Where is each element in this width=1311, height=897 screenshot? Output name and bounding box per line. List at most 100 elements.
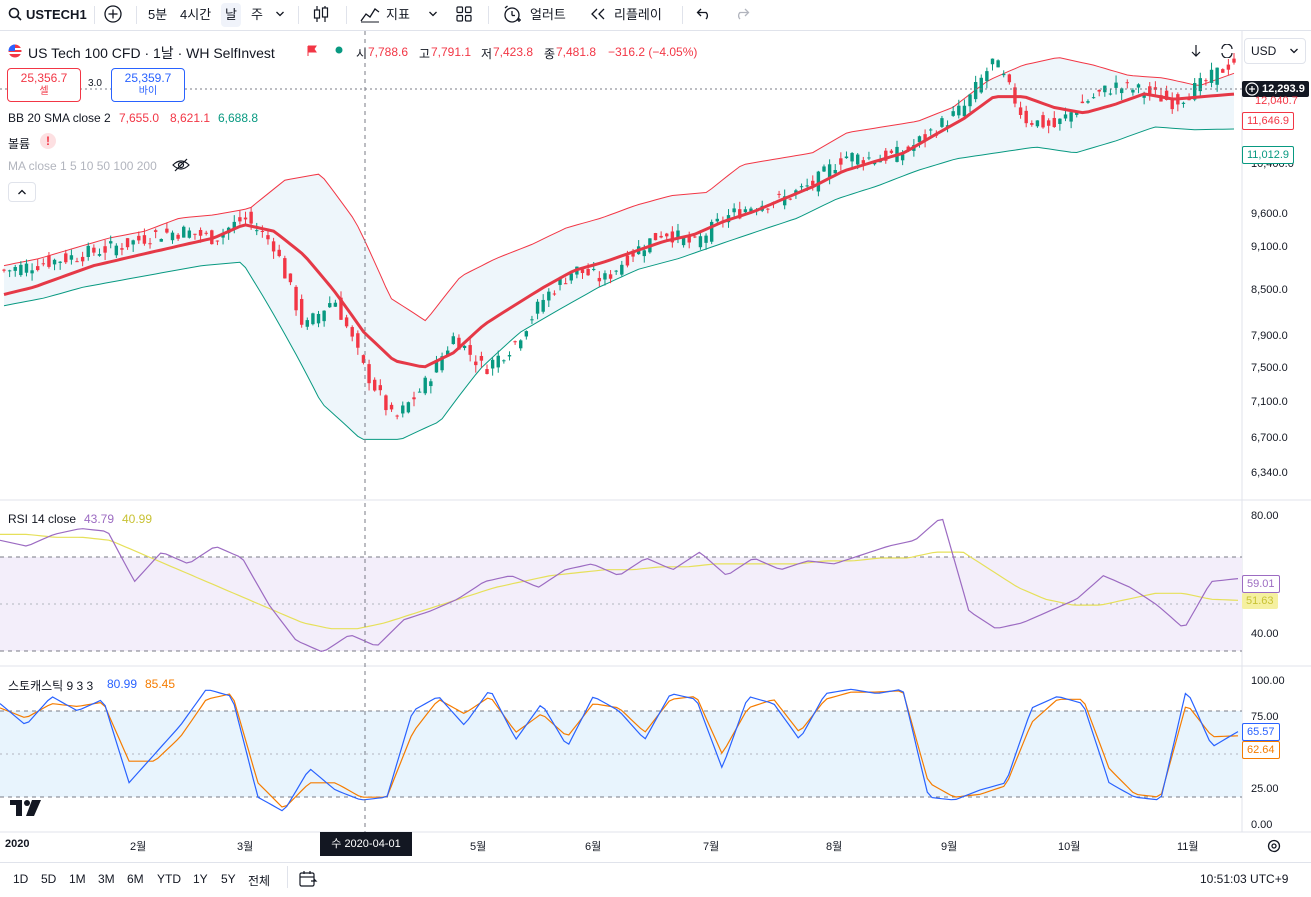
settings-gear-icon[interactable]	[1266, 838, 1282, 859]
undo-icon[interactable]	[696, 0, 712, 30]
price-tick-label: 7,500.0	[1251, 361, 1288, 374]
interval-1d[interactable]: 날	[221, 3, 241, 27]
candle-body	[1131, 89, 1135, 93]
ohlc-close: 7,481.8	[556, 45, 597, 59]
interval-1w[interactable]: 주	[251, 7, 263, 22]
layouts-grid-icon[interactable]	[455, 0, 473, 30]
search-icon[interactable]	[8, 0, 22, 30]
stoch-d-line	[0, 690, 1239, 808]
range-1d[interactable]: 1D	[13, 872, 29, 886]
bb-legend-label[interactable]: BB 20 SMA close 2	[8, 111, 111, 125]
currency-value: USD	[1251, 44, 1277, 58]
plus-circle-icon	[104, 5, 122, 23]
flag-icon[interactable]	[306, 45, 318, 60]
candle-body	[1063, 114, 1068, 119]
candle-body	[260, 230, 265, 232]
divider	[136, 6, 137, 24]
alert-button[interactable]: 얼러트	[530, 7, 566, 22]
price-tick-label: 6,340.0	[1251, 466, 1288, 479]
candle-body	[816, 171, 821, 192]
time-tick-label: 2020	[5, 838, 30, 850]
candle-body	[1058, 118, 1062, 124]
currency-select[interactable]: USD	[1244, 38, 1306, 64]
last-price-label: 12,293.9	[1242, 81, 1309, 97]
candle-body	[827, 164, 832, 178]
collapse-legend-button[interactable]	[8, 182, 36, 202]
candle-body	[1002, 73, 1006, 76]
symbol-search-button[interactable]: USTECH1	[26, 7, 87, 22]
candle-body	[709, 221, 714, 242]
chart-area[interactable]	[0, 31, 1311, 862]
range-1m[interactable]: 1M	[69, 872, 86, 886]
interval-5m[interactable]: 5분	[148, 7, 168, 22]
candle-body	[1069, 112, 1073, 122]
stoch-d-price-label: 62.64	[1242, 741, 1280, 759]
candle-body	[889, 150, 894, 153]
candle-body	[198, 229, 203, 236]
range-5y[interactable]: 5Y	[221, 872, 236, 886]
rsi-tick-label: 80.00	[1251, 509, 1279, 522]
calendar-range-icon[interactable]	[298, 869, 318, 894]
rsi-legend-label[interactable]: RSI 14 close	[8, 512, 77, 526]
indicators-button[interactable]: 지표	[386, 7, 410, 22]
volume-legend-label[interactable]: 볼륨	[8, 137, 31, 151]
range-5d[interactable]: 5D	[41, 872, 57, 886]
candle-body	[372, 379, 377, 391]
candle-body	[990, 58, 995, 65]
buy-button[interactable]: 25,359.7 바이	[111, 68, 185, 102]
candle-body	[940, 118, 944, 127]
candle-body	[165, 228, 169, 233]
chevron-down-icon	[1290, 48, 1298, 54]
range-6m[interactable]: 6M	[127, 872, 144, 886]
indicators-icon[interactable]	[360, 0, 380, 30]
candle-body	[232, 221, 236, 229]
top-toolbar: USTECH1 5분 4시간 날 주 지표 얼러트 리플레이	[0, 0, 1311, 31]
candle-body	[440, 356, 444, 371]
price-tick-label: 9,100.0	[1251, 241, 1288, 254]
candle-body	[457, 337, 461, 350]
candle-body	[148, 243, 152, 245]
legend-title[interactable]: US Tech 100 CFD · 1날 · WH SelfInvest	[28, 45, 275, 61]
sell-button[interactable]: 25,356.7 셀	[7, 68, 81, 102]
candle-body	[170, 232, 175, 241]
clock-timezone[interactable]: 10:51:03 UTC+9	[1200, 872, 1289, 886]
candle-body	[822, 166, 826, 172]
interval-4h[interactable]: 4시간	[180, 7, 212, 22]
range-3m[interactable]: 3M	[98, 872, 115, 886]
arrow-down-icon[interactable]	[1190, 44, 1202, 61]
candle-body	[996, 60, 1000, 68]
range-all[interactable]: 전체	[248, 874, 271, 888]
warning-icon[interactable]: !	[40, 133, 56, 149]
candles-icon[interactable]	[312, 0, 330, 30]
stoch-legend-label[interactable]: 스토캐스틱 9 3 3	[8, 679, 94, 693]
range-ytd[interactable]: YTD	[157, 872, 181, 886]
candle-body	[603, 273, 607, 280]
spread: 3.0	[88, 78, 102, 89]
candle-body	[715, 218, 719, 222]
refresh-icon[interactable]	[1220, 43, 1234, 61]
candle-body	[929, 129, 933, 131]
ma-legend-label[interactable]: MA close 1 5 10 50 100 200	[8, 159, 157, 173]
candle-body	[670, 231, 675, 243]
candle-body	[137, 235, 141, 241]
divider	[94, 6, 95, 24]
chevron-down-icon[interactable]	[275, 0, 285, 30]
candle-body	[52, 259, 57, 265]
rsi-band-fill	[0, 557, 1242, 651]
candle-body	[1209, 69, 1214, 83]
rsi-tick-label: 40.00	[1251, 627, 1279, 640]
chevron-down-icon[interactable]	[428, 0, 438, 30]
candle-body	[344, 317, 349, 327]
alarm-clock-icon[interactable]	[502, 0, 522, 30]
eye-hidden-icon[interactable]	[172, 157, 190, 176]
candle-body	[1103, 85, 1107, 93]
range-1y[interactable]: 1Y	[193, 872, 208, 886]
candle-body	[109, 241, 113, 244]
ohlc-open: 7,788.6	[368, 45, 409, 59]
replay-button[interactable]: 리플레이	[614, 7, 662, 22]
redo-icon[interactable]	[734, 0, 750, 30]
candle-body	[277, 249, 281, 257]
compare-symbol-button[interactable]	[103, 0, 123, 30]
rewind-icon[interactable]	[590, 0, 606, 30]
candle-body	[1024, 110, 1028, 124]
